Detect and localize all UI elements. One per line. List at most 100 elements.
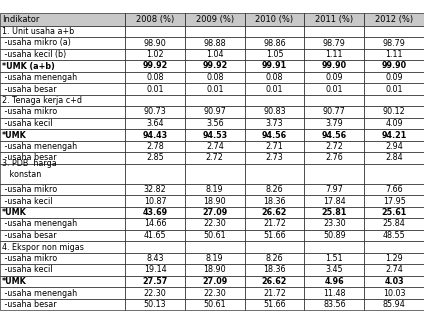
Text: 50.13: 50.13 [144, 300, 166, 309]
Bar [0, 287, 125, 299]
Text: 22.30: 22.30 [144, 288, 166, 297]
Text: *UMK: *UMK [2, 130, 27, 140]
Text: 8.19: 8.19 [206, 185, 223, 194]
Text: 4.96: 4.96 [324, 277, 344, 286]
Text: 1.29: 1.29 [385, 254, 403, 263]
Bar [125, 60, 185, 72]
Bar [364, 60, 424, 72]
Text: 2012 (%): 2012 (%) [375, 15, 413, 24]
Text: 23.30: 23.30 [323, 220, 346, 228]
Text: 51.66: 51.66 [263, 231, 286, 240]
Text: *UMK: *UMK [2, 277, 27, 286]
Text: 90.77: 90.77 [323, 108, 346, 117]
Bar [364, 95, 424, 106]
Text: 2.76: 2.76 [326, 153, 343, 162]
Bar [364, 264, 424, 276]
Text: -usaha kecil: -usaha kecil [2, 196, 53, 205]
Bar [245, 37, 304, 49]
Bar [0, 13, 125, 26]
Bar [0, 26, 125, 37]
Bar [245, 287, 304, 299]
Bar [364, 141, 424, 152]
Bar [245, 49, 304, 60]
Text: 10.87: 10.87 [144, 196, 166, 205]
Text: 8.43: 8.43 [146, 254, 164, 263]
Text: 7.66: 7.66 [385, 185, 403, 194]
Bar [364, 287, 424, 299]
Text: 11.48: 11.48 [323, 288, 346, 297]
Text: 27.09: 27.09 [202, 277, 227, 286]
Bar [125, 106, 185, 118]
Text: 90.73: 90.73 [144, 108, 166, 117]
Text: *UMK (a+b): *UMK (a+b) [2, 61, 55, 70]
Text: 8.26: 8.26 [266, 254, 283, 263]
Bar [0, 253, 125, 264]
Text: 1.05: 1.05 [266, 50, 283, 59]
Bar [125, 264, 185, 276]
Bar [364, 195, 424, 207]
Bar [245, 152, 304, 164]
Bar [304, 83, 364, 95]
Bar [185, 26, 245, 37]
Text: 94.53: 94.53 [202, 130, 227, 140]
Bar [0, 129, 125, 141]
Bar [364, 129, 424, 141]
Text: 85.94: 85.94 [383, 300, 405, 309]
Text: -usaha besar: -usaha besar [2, 300, 57, 309]
Bar [364, 83, 424, 95]
Text: 3.45: 3.45 [326, 266, 343, 275]
Bar [0, 37, 125, 49]
Text: 2.74: 2.74 [206, 142, 223, 151]
Bar [125, 218, 185, 230]
Bar [364, 276, 424, 287]
Bar [245, 83, 304, 95]
Text: 22.30: 22.30 [204, 220, 226, 228]
Bar [0, 152, 125, 164]
Bar [364, 118, 424, 129]
Text: 0.01: 0.01 [385, 85, 403, 93]
Bar [125, 164, 185, 184]
Text: 17.84: 17.84 [323, 196, 346, 205]
Text: 8.26: 8.26 [266, 185, 283, 194]
Bar [0, 276, 125, 287]
Bar [364, 253, 424, 264]
Bar [125, 129, 185, 141]
Bar [185, 106, 245, 118]
Text: *UMK: *UMK [2, 208, 27, 217]
Text: 99.90: 99.90 [382, 61, 407, 70]
Text: -usaha besar: -usaha besar [2, 153, 57, 162]
Bar [304, 118, 364, 129]
Bar [364, 184, 424, 195]
Bar [364, 106, 424, 118]
Text: 2.94: 2.94 [385, 142, 403, 151]
Bar [304, 37, 364, 49]
Text: -usaha mikro (a): -usaha mikro (a) [2, 38, 71, 47]
Bar [245, 207, 304, 218]
Text: -usaha menengah: -usaha menengah [2, 288, 77, 297]
Bar [304, 195, 364, 207]
Bar [185, 95, 245, 106]
Bar [304, 26, 364, 37]
Bar [364, 164, 424, 184]
Text: -usaha kecil (b): -usaha kecil (b) [2, 50, 66, 59]
Text: 94.21: 94.21 [382, 130, 407, 140]
Text: 50.61: 50.61 [204, 300, 226, 309]
Bar [185, 264, 245, 276]
Bar [0, 106, 125, 118]
Text: 99.90: 99.90 [322, 61, 347, 70]
Bar [125, 253, 185, 264]
Bar [245, 95, 304, 106]
Text: 0.01: 0.01 [326, 85, 343, 93]
Text: -usaha menengah: -usaha menengah [2, 142, 77, 151]
Bar [304, 264, 364, 276]
Bar [364, 49, 424, 60]
Bar [245, 299, 304, 310]
Bar [125, 287, 185, 299]
Bar [0, 241, 125, 253]
Text: 99.92: 99.92 [202, 61, 227, 70]
Bar [185, 13, 245, 26]
Text: 18.36: 18.36 [263, 196, 286, 205]
Text: 3.64: 3.64 [146, 119, 164, 128]
Text: 99.91: 99.91 [262, 61, 287, 70]
Text: 21.72: 21.72 [263, 220, 286, 228]
